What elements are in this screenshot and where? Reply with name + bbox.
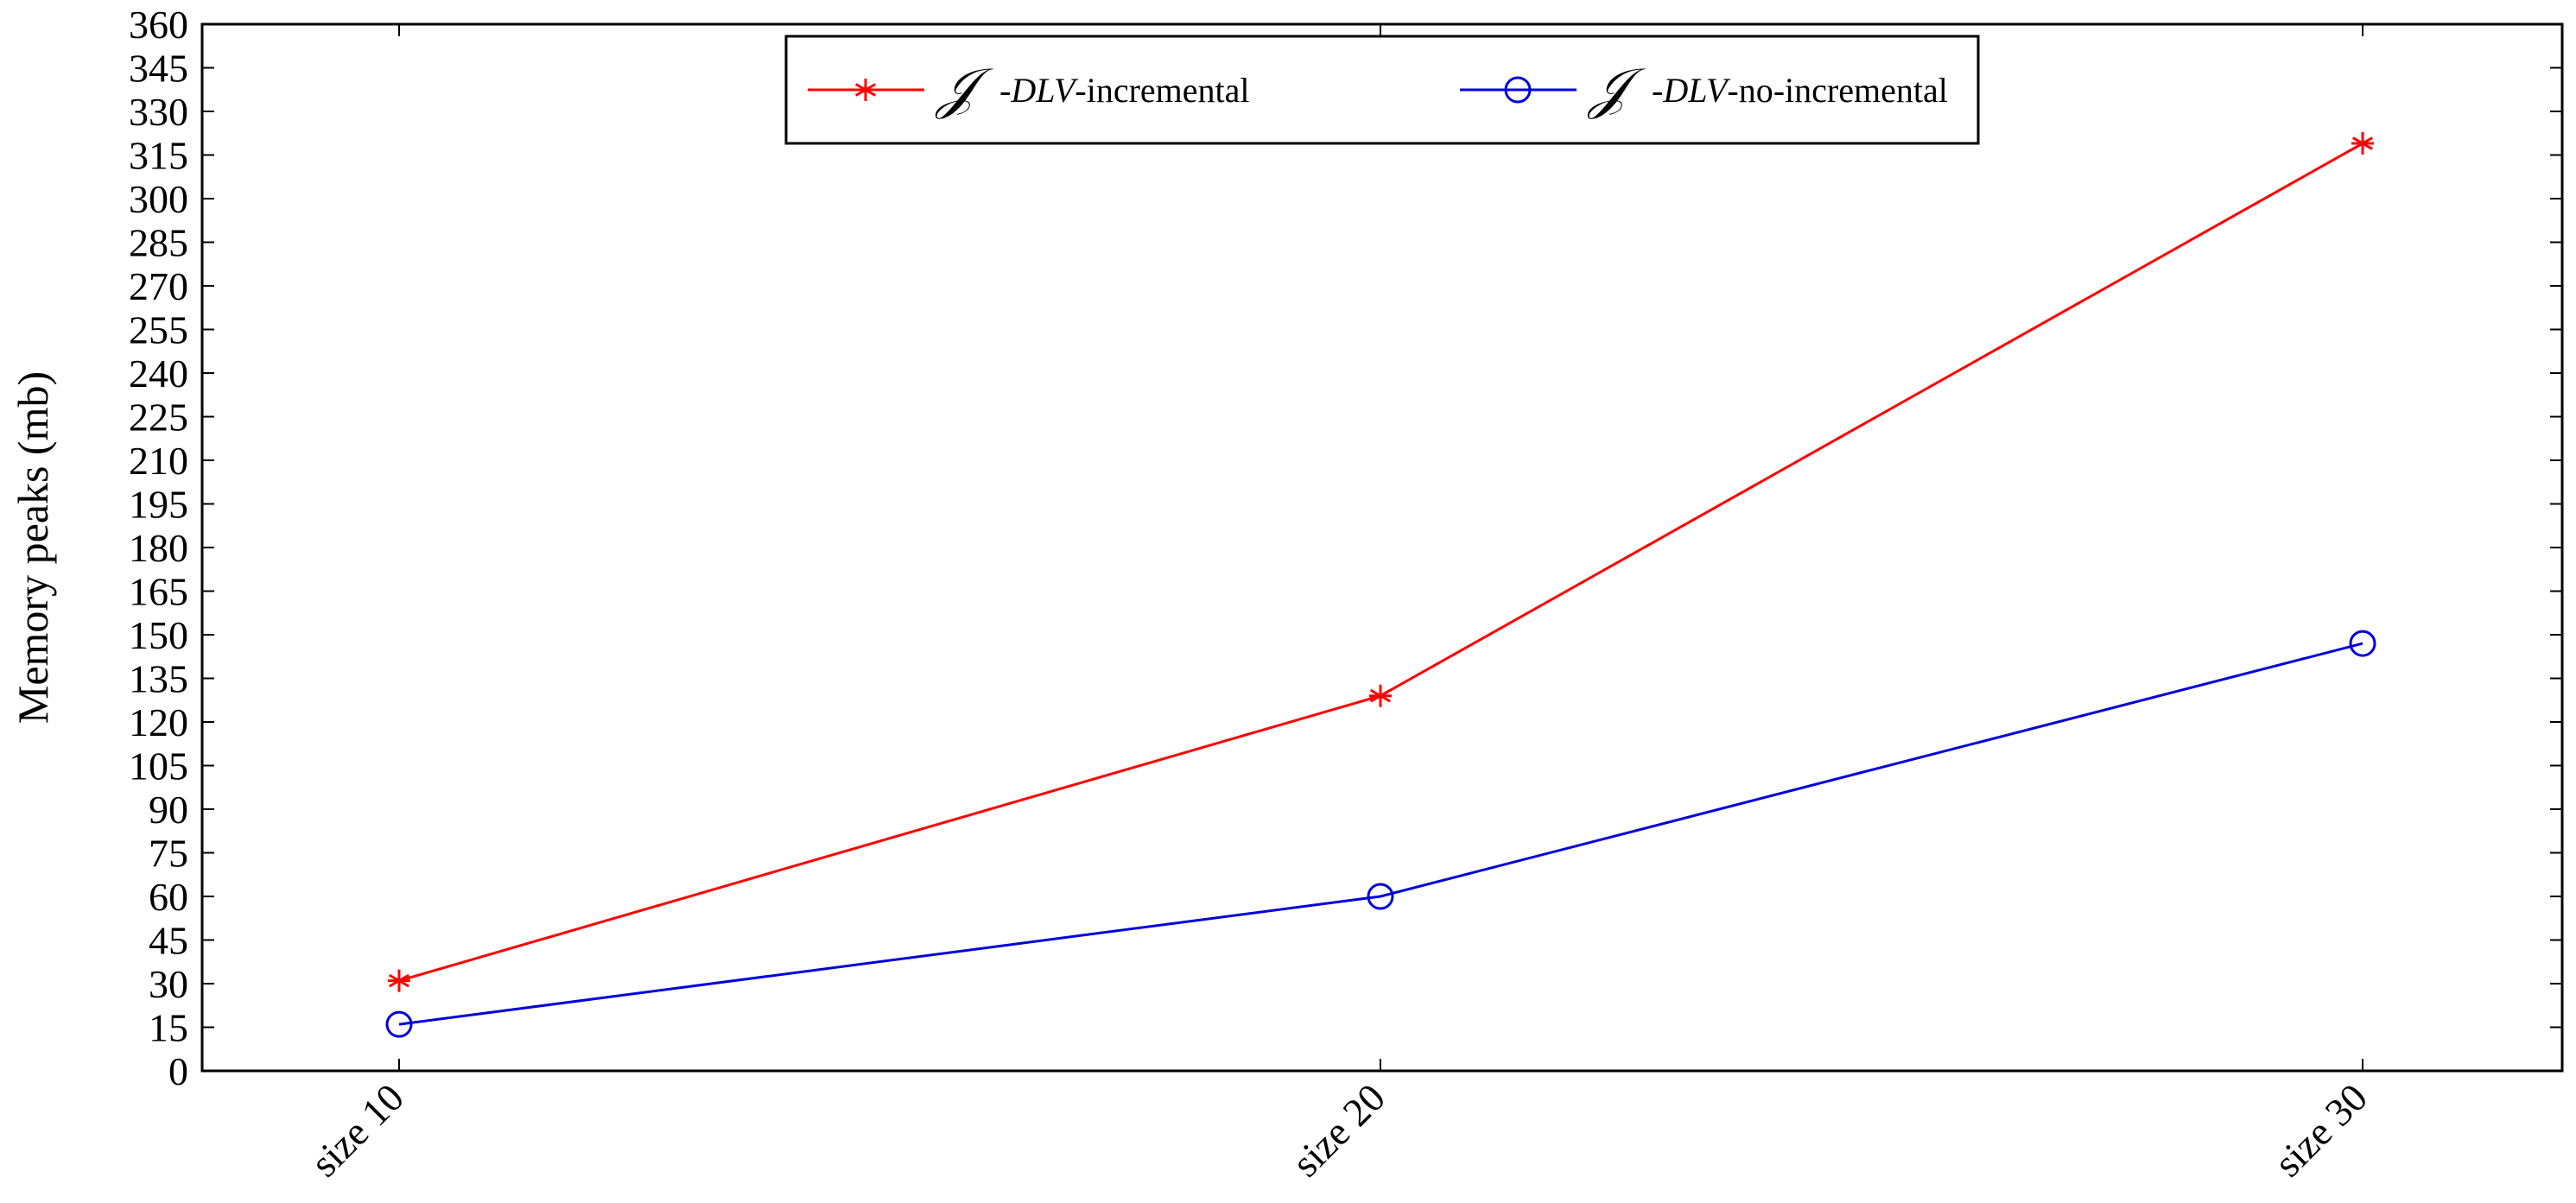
y-tick-label: 195	[129, 483, 188, 527]
y-tick-label: 60	[149, 875, 188, 919]
star-marker	[854, 79, 877, 101]
legend: 𝒥 -DLV-incremental 𝒥 -DLV-no-incremental	[784, 35, 1980, 145]
y-tick-label: 345	[129, 47, 188, 91]
y-tick-label: 150	[129, 613, 188, 657]
circle-marker	[385, 1010, 413, 1038]
y-tick-label: 210	[129, 439, 188, 483]
y-tick-label: 315	[129, 134, 188, 178]
series-line-0	[398, 142, 2363, 983]
y-tick-label: 45	[149, 919, 188, 963]
y-tick-label: 120	[129, 700, 188, 744]
star-marker	[1369, 684, 1392, 707]
y-tick-label: 15	[149, 1006, 188, 1050]
legend-label-italic: -DLV	[1652, 71, 1731, 110]
x-tick-label: size 10	[302, 1075, 412, 1185]
series-line-1	[398, 642, 2363, 1026]
y-tick-label: 135	[129, 657, 188, 701]
legend-box	[784, 35, 1980, 145]
y-tick-label: 30	[149, 962, 188, 1006]
y-tick-label: 270	[129, 264, 188, 308]
y-tick-label: 330	[129, 90, 188, 134]
star-marker	[2351, 132, 2374, 155]
circle-marker	[2349, 630, 2376, 657]
y-tick-label: 255	[129, 308, 188, 352]
star-marker	[388, 969, 410, 992]
legend-label: -DLV-incremental	[999, 71, 1250, 110]
legend-entry-0: 𝒥 -DLV-incremental	[808, 58, 1250, 119]
x-tick-label: size 20	[1284, 1075, 1393, 1185]
y-axis-title: Memory peaks (mb)	[9, 371, 57, 724]
plot-frame	[200, 22, 2564, 1073]
legend-label: -DLV-no-incremental	[1652, 71, 1948, 110]
x-tick-label: size 30	[2266, 1075, 2376, 1185]
circle-marker	[1504, 76, 1532, 104]
y-axis-ticks: 0153045607590105120135150165180195210225…	[129, 3, 2562, 1093]
y-tick-label: 165	[129, 570, 188, 614]
y-tick-label: 240	[129, 351, 188, 396]
y-tick-label: 285	[129, 221, 188, 265]
y-tick-label: 180	[129, 526, 188, 570]
y-tick-label: 75	[149, 832, 188, 876]
legend-label-italic: -DLV	[999, 71, 1079, 110]
x-axis-ticks: size 10 size 20 size 30	[302, 24, 2376, 1185]
legend-label-rest: -no-incremental	[1727, 71, 1947, 110]
y-tick-label: 105	[129, 744, 188, 788]
legend-label-rest: -incremental	[1075, 71, 1249, 110]
series-layer	[385, 132, 2376, 1038]
y-tick-label: 0	[168, 1049, 188, 1093]
y-tick-label: 300	[129, 177, 188, 221]
circle-marker	[1367, 883, 1394, 910]
y-tick-label: 90	[149, 788, 188, 832]
y-tick-label: 360	[129, 3, 188, 47]
y-tick-label: 225	[129, 396, 188, 440]
